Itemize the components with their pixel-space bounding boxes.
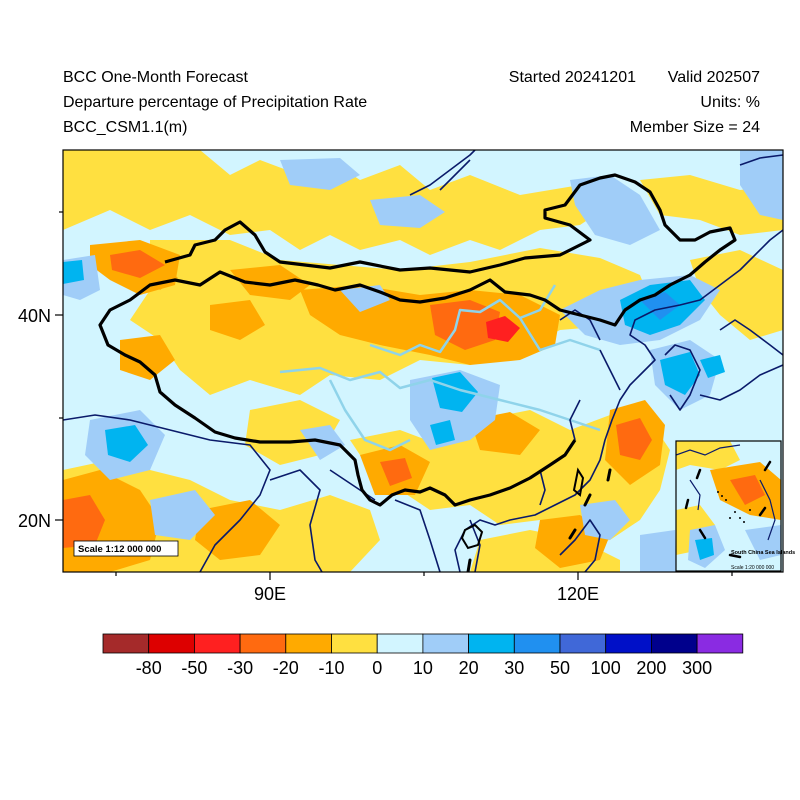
- colorbar-label: 300: [682, 658, 712, 678]
- colorbar-label: -20: [273, 658, 299, 678]
- colorbar-label: 50: [550, 658, 570, 678]
- colorbar-swatch: [513, 633, 561, 654]
- inset-scale: Scale 1:20 000 000: [731, 565, 774, 571]
- hainan-outline: [460, 523, 484, 550]
- taiwan-outline: [572, 467, 585, 497]
- colorbar-label: -30: [227, 658, 253, 678]
- colorbar-label: 10: [413, 658, 433, 678]
- colorbar-swatch: [696, 633, 744, 654]
- colorbar-swatch: [559, 633, 607, 654]
- lon-label-120e: 120E: [557, 584, 599, 604]
- colorbar-swatch: [102, 633, 150, 654]
- colorbar: -80 -50 -30 -20 -10 0 10 20 30 50 100 200 300: [102, 633, 744, 678]
- nine-dash-segments: [466, 468, 612, 572]
- colorbar-label: -50: [181, 658, 207, 678]
- colorbar-label: 20: [459, 658, 479, 678]
- south-china-sea-inset: South China Sea Islands Scale 1:20 000 0…: [675, 440, 795, 572]
- colorbar-label: -80: [136, 658, 162, 678]
- colorbar-swatch: [376, 633, 424, 654]
- colorbar-swatch: [148, 633, 195, 654]
- colorbar-label: 200: [636, 658, 666, 678]
- scale-box: [73, 540, 179, 557]
- colorbar-swatch: [651, 633, 698, 654]
- model-name: BCC_CSM1.1(m): [63, 119, 188, 136]
- lat-label-20n: 20N: [18, 511, 51, 531]
- colorbar-swatch: [605, 633, 652, 654]
- inset-title: South China Sea Islands: [731, 550, 795, 556]
- china-border: [98, 173, 737, 507]
- colorbar-swatch: [422, 633, 469, 654]
- axis-ticks: [55, 211, 733, 580]
- member-size: Member Size = 24: [629, 119, 760, 136]
- colorbar-swatch: [239, 633, 287, 654]
- colorbar-label: 0: [372, 658, 382, 678]
- colorbar-swatch: [193, 633, 241, 654]
- colorbar-label: -10: [318, 658, 344, 678]
- colorbar-swatch: [331, 633, 378, 654]
- started-date: Started 20241201: [508, 69, 636, 86]
- precip-field: Scale 1:12 000 000: [63, 150, 783, 572]
- colorbar-label: 100: [591, 658, 621, 678]
- colorbar-swatch: [468, 633, 515, 654]
- colorbar-label: 30: [504, 658, 524, 678]
- map-subtitle: Departure percentage of Precipitation Ra…: [63, 94, 368, 111]
- units-label: Units: %: [700, 94, 760, 111]
- lon-label-90e: 90E: [254, 584, 286, 604]
- map-title: BCC One-Month Forecast: [63, 69, 248, 86]
- lat-label-40n: 40N: [18, 306, 51, 326]
- scale-note: Scale 1:12 000 000: [78, 544, 161, 555]
- valid-date: Valid 202507: [667, 69, 760, 86]
- map-frame: [62, 149, 784, 573]
- colorbar-swatch: [285, 633, 332, 654]
